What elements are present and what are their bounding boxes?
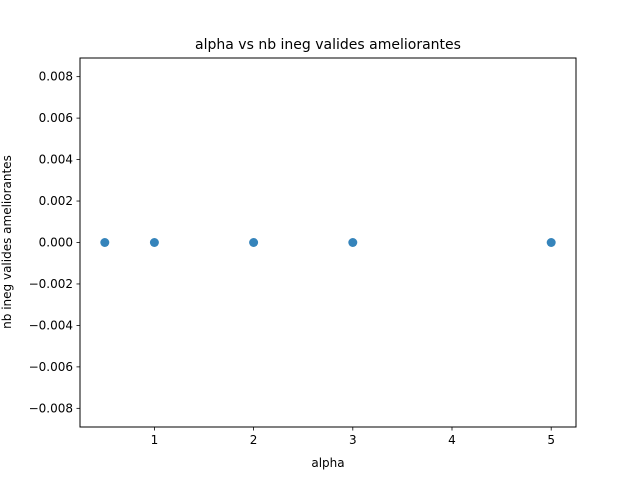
x-tick-label: 5: [547, 433, 555, 447]
x-axis: 1 2 3 4 5: [151, 427, 555, 447]
x-tick-label: 2: [250, 433, 258, 447]
chart-title: alpha vs nb ineg valides ameliorantes: [195, 37, 461, 53]
data-point: [249, 238, 259, 247]
y-tick-label: −0.008: [29, 401, 73, 415]
y-tick-label: 0.008: [39, 70, 73, 84]
plot-area: [100, 238, 556, 247]
y-tick-label: 0.002: [39, 194, 73, 208]
y-tick-label: 0.006: [39, 111, 73, 125]
data-point: [100, 238, 110, 247]
y-tick-label: −0.002: [29, 277, 73, 291]
x-axis-label: alpha: [311, 456, 344, 470]
data-point: [348, 238, 358, 247]
data-point: [149, 238, 159, 247]
y-axis-label: nb ineg valides ameliorantes: [0, 155, 14, 329]
x-tick-label: 4: [448, 433, 456, 447]
y-tick-label: −0.006: [29, 360, 73, 374]
x-tick-label: 1: [151, 433, 159, 447]
x-tick-label: 3: [349, 433, 357, 447]
data-point: [546, 238, 556, 247]
y-tick-label: 0.004: [39, 153, 73, 167]
y-tick-label: 0.000: [39, 236, 73, 250]
y-axis: −0.008 −0.006 −0.004 −0.002 0.000 0.002 0.004 0…: [29, 70, 80, 415]
y-tick-label: −0.004: [29, 318, 73, 332]
